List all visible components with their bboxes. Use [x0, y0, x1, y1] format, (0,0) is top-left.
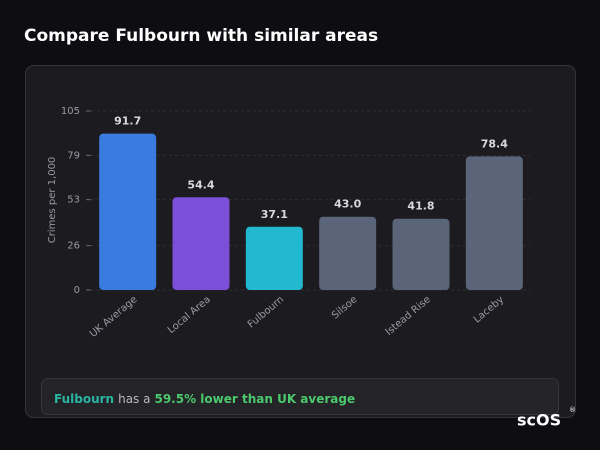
y-tick-label: 79	[67, 150, 80, 161]
value-label: 54.4	[187, 178, 214, 191]
value-label: 78.4	[481, 137, 508, 150]
value-label: 91.7	[114, 115, 141, 128]
bar	[245, 226, 303, 290]
bar	[392, 218, 450, 290]
y-tick-label: 53	[67, 195, 80, 206]
value-label: 37.1	[261, 208, 288, 221]
summary-text: has a	[118, 392, 150, 406]
bar	[465, 156, 523, 290]
y-tick-label: 105	[61, 106, 80, 117]
bar	[99, 133, 157, 290]
logo: scOS	[517, 411, 561, 430]
summary: Fulbourn has a 59.5% lower than UK average	[54, 392, 355, 406]
summary-place: Fulbourn	[54, 392, 114, 406]
y-axis-label: Crimes per 1,000	[47, 157, 58, 244]
y-tick-label: 26	[67, 241, 80, 252]
bar	[172, 197, 230, 290]
y-tick-label: 0	[74, 285, 80, 296]
page-title: Compare Fulbourn with similar areas	[24, 26, 378, 46]
value-label: 43.0	[334, 198, 361, 211]
bar	[319, 216, 377, 290]
summary-box	[41, 378, 559, 415]
logo-mark: ®	[569, 406, 576, 414]
value-label: 41.8	[407, 200, 434, 213]
summary-highlight: 59.5% lower than UK average	[154, 392, 355, 406]
